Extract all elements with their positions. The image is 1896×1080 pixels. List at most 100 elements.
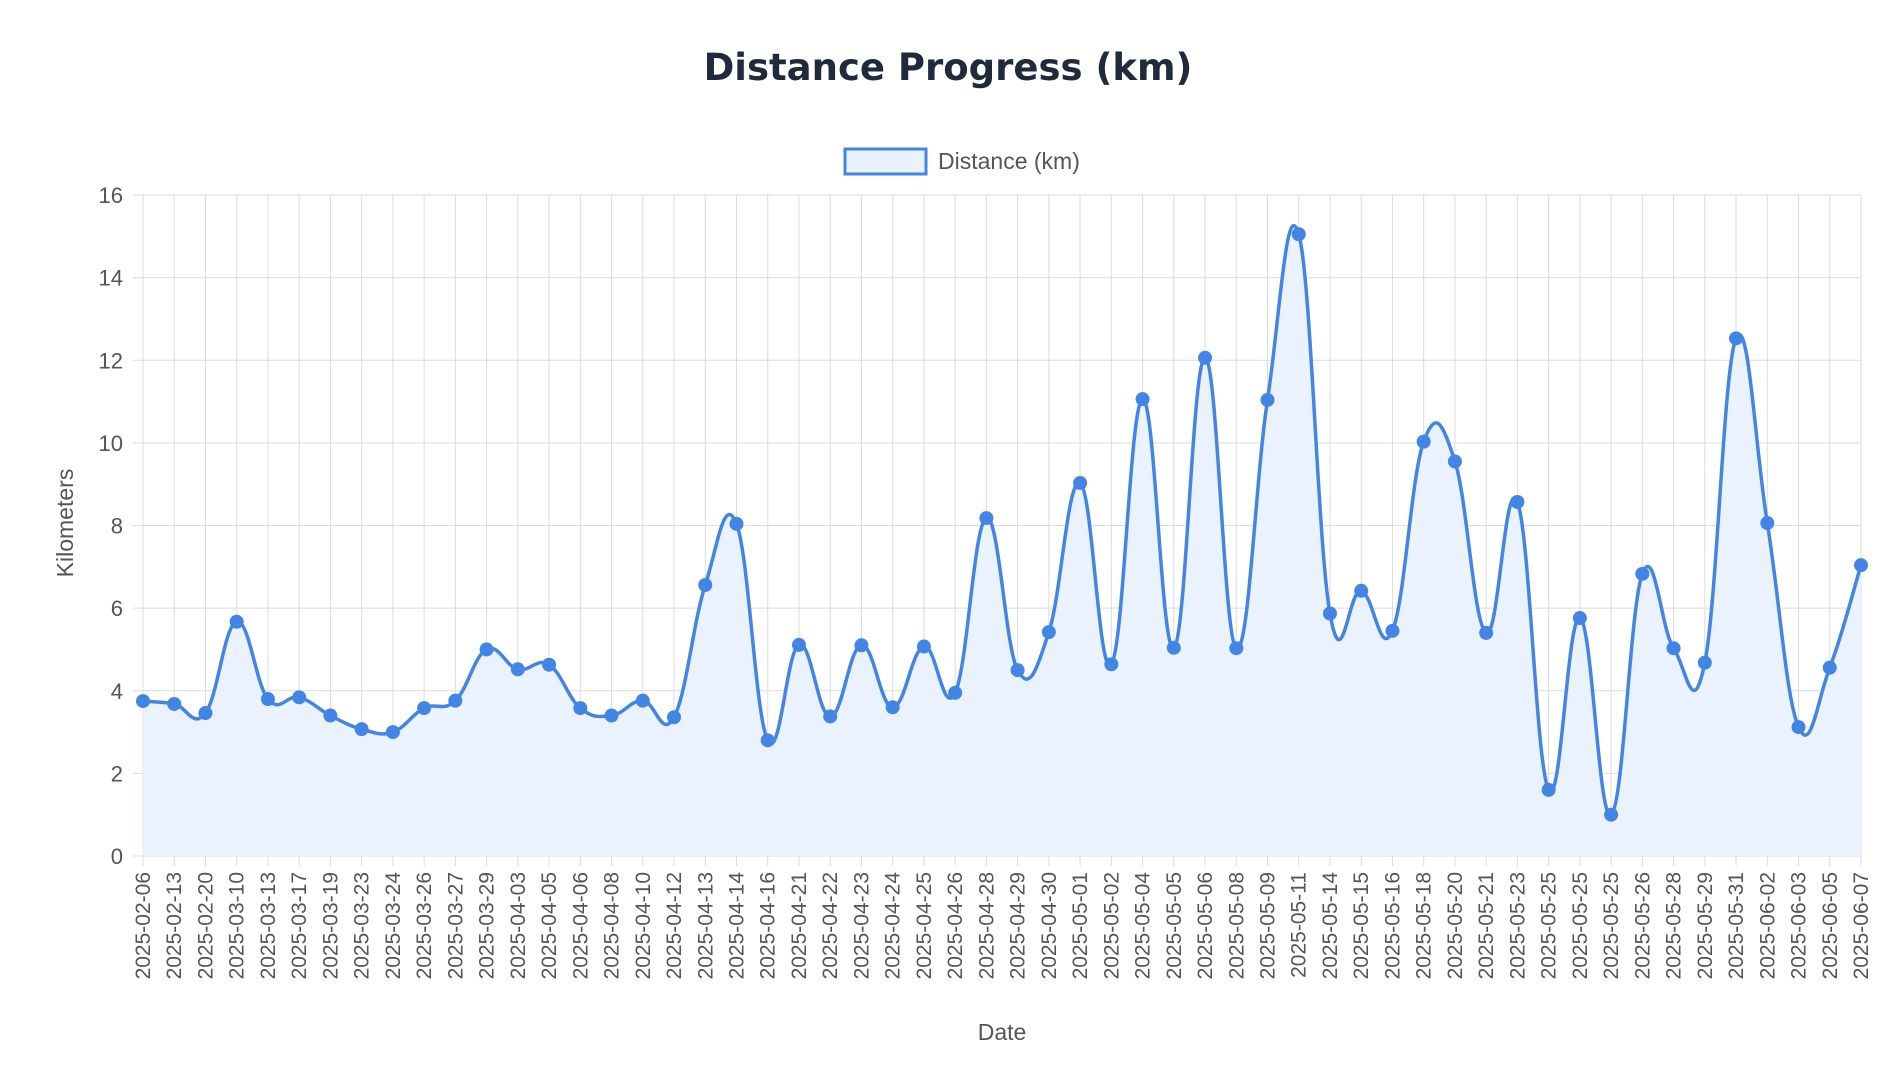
x-tick-label: 2025-05-28 [1663,872,1686,979]
data-point[interactable] [1479,625,1494,640]
x-tick-label: 2025-03-26 [413,872,436,979]
data-point[interactable] [1447,454,1462,469]
x-tick-label: 2025-04-22 [819,872,842,979]
data-point[interactable] [729,516,744,531]
legend[interactable]: Distance (km) [843,147,1080,176]
x-tick-label: 2025-04-26 [944,872,967,979]
data-point[interactable] [510,662,525,677]
x-tick-label: 2025-03-10 [226,872,249,979]
x-tick-label: 2025-04-14 [725,872,748,980]
data-point[interactable] [979,511,994,526]
data-point[interactable] [448,693,463,708]
x-tick-label: 2025-05-14 [1319,872,1342,980]
data-point[interactable] [292,690,307,705]
series-points [136,227,1868,822]
data-point[interactable] [1291,227,1306,242]
data-point[interactable] [635,693,650,708]
x-tick-label: 2025-05-11 [1288,872,1311,978]
data-point[interactable] [1166,640,1181,655]
data-point[interactable] [791,637,806,652]
data-point[interactable] [573,701,588,716]
x-tick-label: 2025-04-03 [507,872,530,979]
x-tick-label: 2025-04-29 [1007,872,1030,979]
data-point[interactable] [1041,625,1056,640]
data-point[interactable] [1135,392,1150,407]
data-point[interactable] [1854,558,1868,573]
data-point[interactable] [1635,566,1650,581]
x-tick-label: 2025-05-25 [1538,872,1561,979]
x-tick-label: 2025-05-18 [1413,872,1436,979]
data-point[interactable] [1104,657,1119,672]
data-point[interactable] [1666,641,1681,656]
data-point[interactable] [604,708,619,723]
data-point[interactable] [1322,606,1337,621]
data-point[interactable] [1729,331,1744,346]
data-point[interactable] [479,642,494,657]
x-tick-label: 2025-05-05 [1163,872,1186,979]
data-point[interactable] [823,709,838,724]
x-tick-label: 2025-04-25 [913,872,936,979]
x-tick-label: 2025-05-23 [1506,872,1529,979]
data-point[interactable] [1760,516,1775,531]
x-tick-label: 2025-06-07 [1850,872,1873,979]
data-point[interactable] [1604,807,1619,822]
x-tick-label: 2025-03-17 [288,872,311,979]
data-point[interactable] [542,657,557,672]
data-point[interactable] [854,638,869,653]
y-tick-label: 0 [111,844,123,869]
x-tick-label: 2025-05-29 [1694,872,1717,979]
data-point[interactable] [760,733,775,748]
y-tick-label: 14 [99,266,123,291]
y-tick-label: 10 [99,431,123,456]
data-point[interactable] [167,696,182,711]
x-tick-label: 2025-05-20 [1444,872,1467,979]
data-point[interactable] [885,700,900,715]
data-point[interactable] [1354,583,1369,598]
x-tick-label: 2025-04-05 [538,872,561,979]
data-point[interactable] [948,685,963,700]
data-point[interactable] [1510,494,1525,509]
x-tick-label: 2025-06-05 [1819,872,1842,979]
data-point[interactable] [354,722,369,737]
data-point[interactable] [323,708,338,723]
x-axis-ticks: 2025-02-06 2025-02-13 2025-02-20 2025-03-10… [132,872,1873,980]
y-tick-label: 8 [111,514,123,539]
data-point[interactable] [1416,434,1431,449]
x-tick-label: 2025-02-06 [132,872,155,979]
data-point[interactable] [1385,623,1400,638]
data-point[interactable] [1697,655,1712,670]
x-tick-label: 2025-05-08 [1225,872,1248,979]
x-tick-label: 2025-03-13 [257,872,280,979]
data-point[interactable] [260,692,275,707]
x-tick-label: 2025-05-06 [1194,872,1217,979]
data-point[interactable] [229,614,244,629]
x-tick-label: 2025-04-06 [569,872,592,979]
x-tick-label: 2025-05-02 [1100,872,1123,979]
data-point[interactable] [385,725,400,740]
data-point[interactable] [1260,392,1275,407]
data-point[interactable] [916,639,931,654]
x-tick-label: 2025-04-10 [632,872,655,979]
data-point[interactable] [1572,611,1587,626]
x-tick-label: 2025-05-01 [1069,872,1092,979]
data-point[interactable] [1822,660,1837,675]
data-point[interactable] [667,710,682,725]
x-tick-label: 2025-04-08 [601,872,624,979]
data-point[interactable] [417,701,432,716]
data-point[interactable] [136,694,150,709]
x-tick-label: 2025-05-31 [1725,872,1748,979]
data-point[interactable] [1073,475,1088,490]
x-tick-label: 2025-05-25 [1600,872,1623,979]
data-point[interactable] [1229,641,1244,656]
data-point[interactable] [198,706,213,721]
data-point[interactable] [1791,720,1806,735]
y-tick-label: 2 [111,761,123,786]
data-point[interactable] [698,577,713,592]
data-point[interactable] [1010,663,1025,678]
data-point[interactable] [1541,782,1556,797]
x-tick-label: 2025-03-24 [382,872,405,980]
x-tick-label: 2025-02-20 [194,872,217,979]
data-point[interactable] [1198,350,1213,365]
